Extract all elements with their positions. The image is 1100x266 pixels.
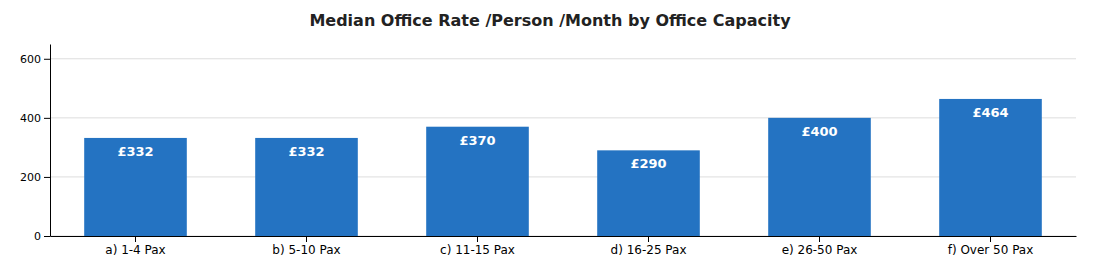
x-tick-mark <box>648 236 649 242</box>
y-tick-mark <box>44 177 50 178</box>
y-tick: 600 <box>20 53 50 66</box>
data-labels: £332 £332 £370 £290 £400 £464 <box>117 105 1008 171</box>
data-label: £370 <box>459 133 495 148</box>
grid <box>50 59 1076 236</box>
x-tick: f) Over 50 Pax <box>948 236 1034 257</box>
x-tick-label: c) 11-15 Pax <box>440 243 515 257</box>
chart-container: Median Office Rate /Person /Month by Off… <box>0 0 1100 266</box>
x-tick: c) 11-15 Pax <box>440 236 515 257</box>
x-tick-mark <box>477 236 478 242</box>
grid-line <box>50 236 1076 237</box>
x-axis-line <box>51 236 1077 237</box>
bar <box>255 138 358 236</box>
y-tick-label: 600 <box>20 53 41 66</box>
x-tick-mark <box>306 236 307 242</box>
y-tick-mark <box>44 59 50 60</box>
y-tick: 200 <box>20 171 50 184</box>
y-axis-line <box>50 45 51 237</box>
x-tick-mark <box>135 236 136 242</box>
data-label: £332 <box>288 144 324 159</box>
data-label: £332 <box>117 144 153 159</box>
x-axis: a) 1-4 Pax b) 5-10 Pax c) 11-15 Pax d) 16-2… <box>51 236 1077 257</box>
x-tick-label: f) Over 50 Pax <box>948 243 1034 257</box>
x-tick: d) 16-25 Pax <box>611 236 687 257</box>
bar <box>84 138 187 236</box>
x-tick-mark <box>990 236 991 242</box>
y-tick: 0 <box>34 230 50 243</box>
x-tick-label: b) 5-10 Pax <box>272 243 340 257</box>
x-tick-label: d) 16-25 Pax <box>611 243 687 257</box>
x-tick: e) 26-50 Pax <box>782 236 858 257</box>
data-label: £464 <box>972 105 1008 120</box>
bar <box>768 118 871 236</box>
bar <box>939 99 1042 236</box>
y-tick-label: 400 <box>20 112 41 125</box>
bar <box>426 127 529 236</box>
grid-line <box>50 58 1076 59</box>
chart-svg: Median Office Rate /Person /Month by Off… <box>0 0 1100 266</box>
data-label: £400 <box>801 124 837 139</box>
x-tick: b) 5-10 Pax <box>272 236 340 257</box>
bar <box>597 150 700 236</box>
x-tick-label: a) 1-4 Pax <box>105 243 165 257</box>
chart-title: Median Office Rate /Person /Month by Off… <box>309 11 791 30</box>
y-tick-mark <box>44 118 50 119</box>
y-tick-label: 200 <box>20 171 41 184</box>
x-tick-mark <box>819 236 820 242</box>
y-tick: 400 <box>20 112 50 125</box>
y-tick-label: 0 <box>34 230 41 243</box>
x-tick-label: e) 26-50 Pax <box>782 243 858 257</box>
grid-line <box>50 117 1076 118</box>
y-axis: 0 200 400 600 <box>20 45 51 244</box>
grid-line <box>50 176 1076 177</box>
x-tick: a) 1-4 Pax <box>105 236 165 257</box>
y-tick-mark <box>44 236 50 237</box>
data-label: £290 <box>630 156 666 171</box>
bars <box>84 99 1042 236</box>
